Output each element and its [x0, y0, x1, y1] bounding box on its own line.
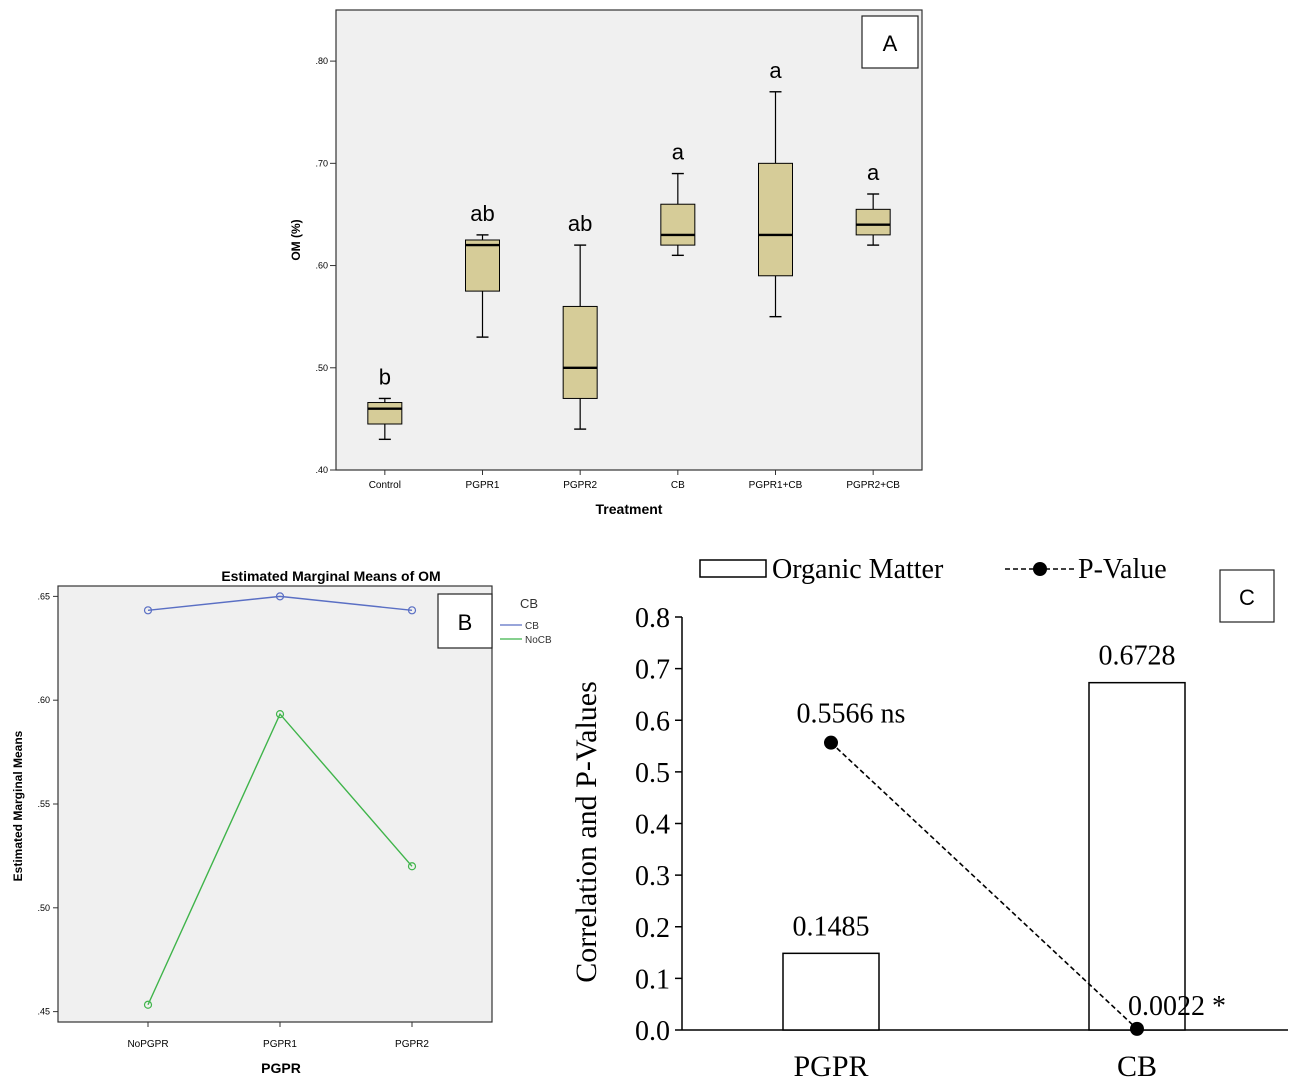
- y-tick-label: 0.1: [635, 964, 670, 995]
- panel-b-legend-title: CB: [520, 596, 538, 611]
- y-tick-label: 0.3: [635, 861, 670, 892]
- panel-c-y-axis: 0.0 0.1 0.2 0.3 0.4 0.5 0.6 0.7 0.8: [635, 603, 683, 1047]
- series-line-nocb: [147, 712, 413, 1006]
- x-tick-label: PGPR2: [563, 480, 597, 491]
- series-point-nocb: [143, 1000, 153, 1009]
- y-tick-label: 0.5: [635, 758, 670, 789]
- legend-nocb-label: NoCB: [525, 635, 552, 646]
- box-iqr: [367, 402, 403, 425]
- y-tick-label: .70: [315, 158, 328, 168]
- panel-c-label-box: [1219, 569, 1275, 623]
- y-tick-label: .60: [315, 261, 328, 271]
- panel-a-label-box: [861, 15, 919, 69]
- box-iqr: [758, 162, 793, 277]
- legend-cb-label: CB: [525, 621, 539, 632]
- significance-letter: a: [769, 58, 782, 83]
- p-value-label: 0.0022 *: [1128, 991, 1226, 1022]
- box-iqr: [465, 239, 500, 292]
- panel-c-p-value-series: 0.5566 ns 0.0022 *: [797, 699, 1226, 1036]
- panel-b-label: B: [458, 610, 473, 635]
- bar-value-label: 0.1485: [793, 911, 870, 942]
- y-tick-label: .50: [37, 903, 50, 913]
- y-tick-label: 0.6: [635, 706, 670, 737]
- series-point-nocb: [275, 710, 285, 719]
- y-tick-label: .50: [315, 363, 328, 373]
- y-tick-label: .60: [37, 695, 50, 705]
- panel-c-bars: 0.1485 0.6728: [782, 641, 1186, 1031]
- panel-b-x-title: PGPR: [261, 1060, 301, 1076]
- panel-b-legend: CB CB NoCB: [500, 596, 552, 646]
- panel-b: Estimated Marginal Means of OM B .45 .50.…: [11, 568, 552, 1076]
- panel-a-plot-area: [335, 9, 923, 471]
- y-tick-label: 0.7: [635, 655, 670, 686]
- x-tick-label: CB: [1117, 1050, 1157, 1081]
- panel-a: A .40 .50 .60 .70 .80 Control PGPR1 PGPR2 CB PGP…: [289, 9, 923, 517]
- box-iqr: [855, 208, 891, 236]
- y-tick-label: .55: [37, 799, 50, 809]
- y-tick-label: .65: [37, 591, 50, 601]
- significance-letter: ab: [470, 201, 494, 226]
- panel-a-x-title: Treatment: [596, 501, 663, 517]
- p-value-point: [824, 735, 838, 750]
- x-tick-label: PGPR: [793, 1050, 868, 1081]
- panel-a-x-axis: Control PGPR1 PGPR2 CB PGPR1+CB PGPR2+CB: [369, 470, 900, 491]
- x-tick-label: PGPR1: [466, 480, 500, 491]
- x-tick-label: PGPR1: [263, 1039, 297, 1050]
- x-tick-label: Control: [369, 480, 401, 491]
- y-tick-label: 0.0: [635, 1016, 670, 1047]
- box-iqr: [660, 203, 696, 246]
- x-tick-label: NoPGPR: [127, 1039, 168, 1050]
- bar-organic-matter: [1088, 681, 1186, 1031]
- x-tick-label: PGPR2+CB: [846, 480, 900, 491]
- bar-value-label: 0.6728: [1099, 641, 1176, 672]
- y-tick-label: .40: [315, 465, 328, 475]
- panel-a-y-axis: .40 .50 .60 .70 .80: [315, 56, 336, 475]
- y-tick-label: .45: [37, 1007, 50, 1017]
- box-iqr: [562, 305, 598, 399]
- bar-organic-matter: [782, 952, 880, 1031]
- x-tick-label: CB: [671, 480, 685, 491]
- p-value-line: [830, 742, 1138, 1030]
- significance-letter: a: [867, 160, 880, 185]
- panel-b-title: Estimated Marginal Means of OM: [221, 568, 440, 584]
- panel-c-y-title: Correlation and P-Values: [570, 681, 603, 983]
- panel-a-boxes: b ab ab a a a: [367, 58, 891, 441]
- legend-organic-matter-swatch: [699, 559, 767, 578]
- panel-c-legend: Organic Matter P-Value: [699, 554, 1167, 585]
- series-point-cb: [275, 592, 285, 601]
- panel-b-x-axis: NoPGPR PGPR1 PGPR2: [127, 1022, 429, 1050]
- x-tick-label: PGPR1+CB: [749, 480, 803, 491]
- panel-a-label: A: [883, 31, 898, 56]
- panel-b-y-axis: .45 .50 .55 .60 .65: [37, 591, 58, 1017]
- p-value-label: 0.5566 ns: [797, 699, 906, 730]
- series-line-cb: [147, 595, 413, 611]
- legend-p-value-marker: [1033, 562, 1047, 576]
- series-point-cb: [143, 606, 153, 615]
- panel-c-label: C: [1239, 585, 1255, 610]
- p-value-point: [1130, 1021, 1144, 1036]
- series-point-cb: [407, 606, 417, 615]
- significance-letter: a: [672, 140, 685, 165]
- panel-a-y-title: OM (%): [289, 219, 303, 260]
- y-tick-label: .80: [315, 56, 328, 66]
- panel-b-series: [143, 592, 417, 1009]
- x-tick-label: PGPR2: [395, 1039, 429, 1050]
- panel-b-y-title: Estimated Marginal Means: [11, 730, 25, 881]
- y-tick-label: 0.4: [635, 810, 670, 841]
- legend-p-value-label: P-Value: [1078, 554, 1167, 585]
- panel-c-x-axis: PGPR CB: [682, 1029, 1288, 1081]
- legend-organic-matter-label: Organic Matter: [772, 554, 944, 585]
- y-tick-label: 0.8: [635, 603, 670, 634]
- y-tick-label: 0.2: [635, 913, 670, 944]
- panel-b-plot-area: [57, 585, 493, 1023]
- panel-b-label-box: [437, 593, 493, 649]
- significance-letter: ab: [568, 211, 592, 236]
- significance-letter: b: [379, 364, 391, 389]
- panel-c: Organic Matter P-Value C 0.0 0.1 0.2 0.3 0.4…: [570, 554, 1288, 1081]
- series-point-nocb: [407, 862, 417, 871]
